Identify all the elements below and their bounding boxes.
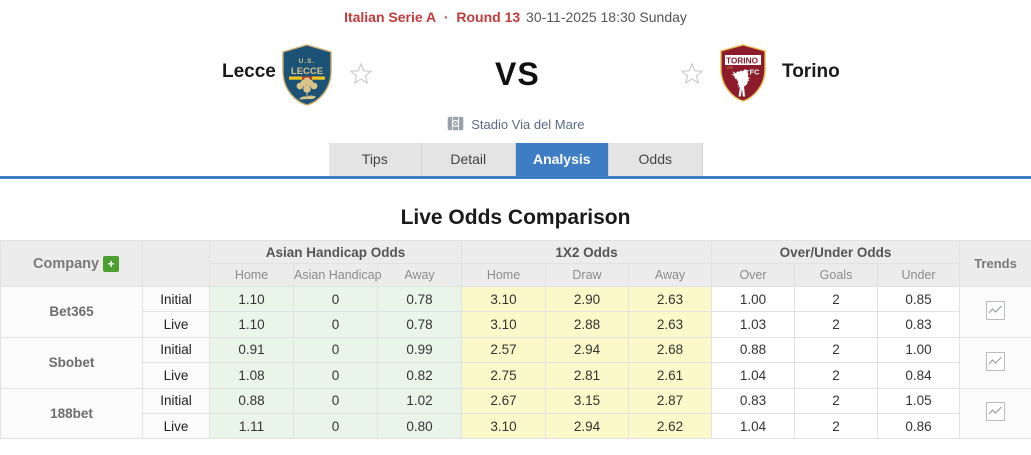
svg-text:TORINO: TORINO — [726, 55, 759, 65]
svg-text:U.S.: U.S. — [299, 58, 316, 65]
svg-text:LECCE: LECCE — [291, 66, 323, 77]
svg-text:FC: FC — [750, 68, 761, 77]
svg-text:1906: 1906 — [727, 65, 733, 69]
